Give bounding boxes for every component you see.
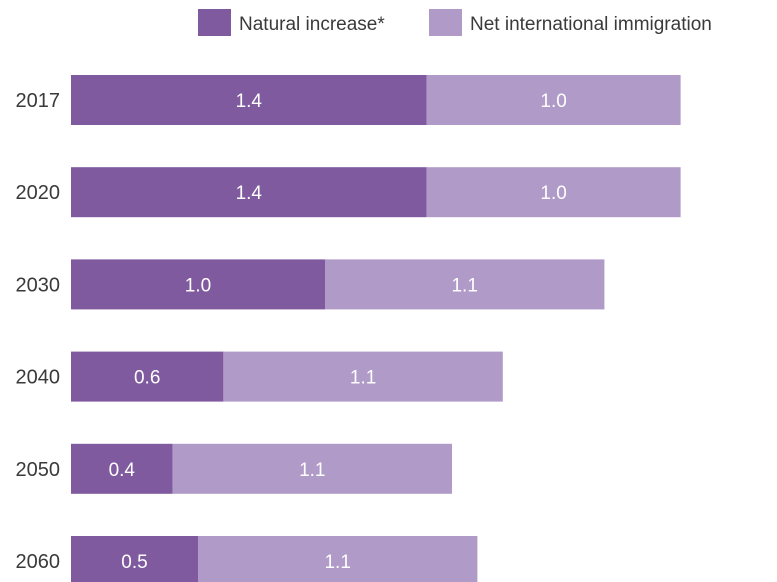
data-label-natural-increase-2020: 1.4 bbox=[236, 183, 263, 204]
data-label-net-international-immigration-2030: 1.1 bbox=[451, 275, 477, 296]
data-label-natural-increase-2040: 0.6 bbox=[134, 368, 160, 389]
data-label-net-international-immigration-2017: 1.0 bbox=[540, 91, 566, 112]
data-label-natural-increase-2050: 0.4 bbox=[109, 460, 136, 481]
data-label-natural-increase-2060: 0.5 bbox=[121, 552, 147, 573]
data-label-net-international-immigration-2060: 1.1 bbox=[324, 552, 350, 573]
data-label-natural-increase-2030: 1.0 bbox=[185, 275, 211, 296]
data-label-net-international-immigration-2020: 1.0 bbox=[540, 183, 566, 204]
bar-net-international-immigration-2030 bbox=[325, 259, 605, 310]
legend-label-natural-increase: Natural increase* bbox=[239, 14, 385, 35]
legend-swatch-net-international-immigration bbox=[429, 9, 462, 36]
bar-net-international-immigration-2060 bbox=[198, 536, 478, 582]
bar-natural-increase-2050 bbox=[71, 443, 173, 494]
legend: Natural increase* Net international immi… bbox=[198, 9, 712, 36]
plot-area: 2017 1.4 1.0 2020 1.4 1.0 2030 1.0 1.1 2040 0.6 1.1… bbox=[16, 75, 681, 582]
bar-natural-increase-2017 bbox=[71, 75, 427, 125]
data-label-natural-increase-2017: 1.4 bbox=[236, 91, 263, 112]
category-label-2017: 2017 bbox=[16, 90, 61, 112]
bar-natural-increase-2030 bbox=[71, 259, 325, 310]
category-label-2050: 2050 bbox=[16, 459, 61, 481]
bar-net-international-immigration-2040 bbox=[223, 351, 503, 402]
category-label-2040: 2040 bbox=[16, 367, 61, 389]
data-label-net-international-immigration-2040: 1.1 bbox=[350, 368, 376, 389]
legend-label-net-international-immigration: Net international immigration bbox=[470, 14, 712, 35]
bar-natural-increase-2060 bbox=[71, 536, 198, 582]
category-label-2030: 2030 bbox=[16, 274, 61, 296]
legend-swatch-natural-increase bbox=[198, 9, 231, 36]
data-label-net-international-immigration-2050: 1.1 bbox=[299, 460, 325, 481]
bar-natural-increase-2020 bbox=[71, 167, 427, 218]
category-label-2020: 2020 bbox=[16, 182, 61, 204]
bar-net-international-immigration-2017 bbox=[426, 75, 681, 125]
category-label-2060: 2060 bbox=[16, 551, 61, 573]
bar-net-international-immigration-2050 bbox=[172, 443, 452, 494]
bar-natural-increase-2040 bbox=[71, 351, 224, 402]
bar-net-international-immigration-2020 bbox=[426, 167, 681, 218]
